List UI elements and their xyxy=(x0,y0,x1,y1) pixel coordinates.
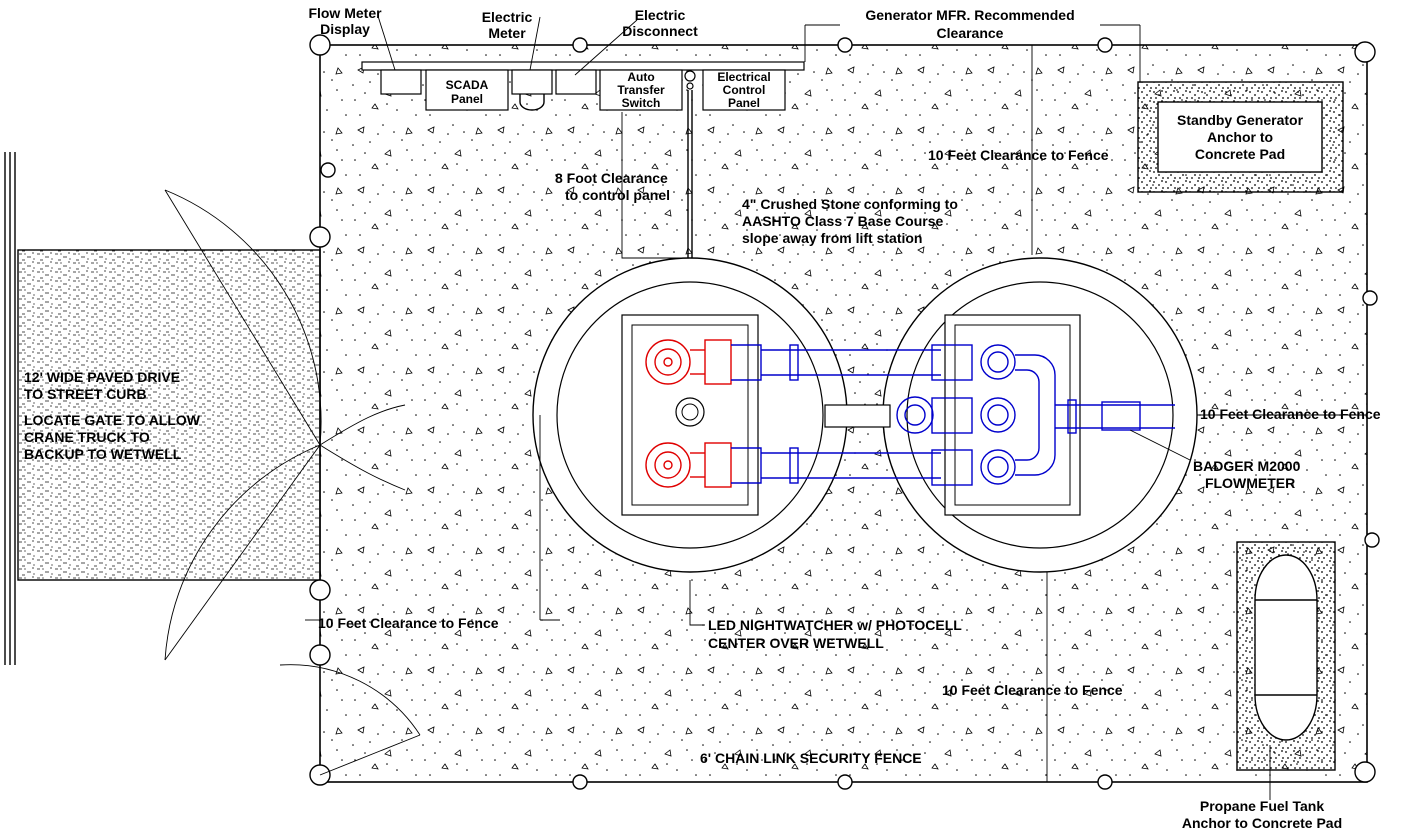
svg-text:Meter: Meter xyxy=(488,25,526,41)
svg-text:CENTER OVER WETWELL: CENTER OVER WETWELL xyxy=(708,635,884,651)
svg-text:Anchor to Concrete Pad: Anchor to Concrete Pad xyxy=(1182,815,1342,831)
electrical-control-panel-box xyxy=(702,69,786,111)
svg-text:Auto: Auto xyxy=(627,70,654,84)
label-led: LED NIGHTWATCHER w/ PHOTOCELL CENTER OVE… xyxy=(708,617,962,651)
svg-text:Anchor to: Anchor to xyxy=(1207,129,1273,145)
svg-text:to control panel: to control panel xyxy=(565,187,670,203)
svg-text:LED NIGHTWATCHER w/ PHOTOCELL: LED NIGHTWATCHER w/ PHOTOCELL xyxy=(708,617,962,633)
svg-text:CRANE TRUCK TO: CRANE TRUCK TO xyxy=(24,429,150,445)
svg-text:Panel: Panel xyxy=(728,96,760,110)
label-clearance-bottom: 10 Feet Clearance to Fence xyxy=(942,682,1123,698)
svg-text:FLOWMETER: FLOWMETER xyxy=(1205,475,1295,491)
label-flow-meter-display: Flow Meter Display xyxy=(308,5,382,37)
valve-vault xyxy=(824,257,1198,573)
label-scada-panel: SCADA Panel xyxy=(446,78,489,106)
svg-text:Clearance: Clearance xyxy=(937,25,1004,41)
svg-text:slope away from lift station: slope away from lift station xyxy=(742,230,922,246)
svg-text:BADGER M2000: BADGER M2000 xyxy=(1193,458,1301,474)
label-clearance-top: 10 Feet Clearance to Fence xyxy=(928,147,1109,163)
label-clearance-left: 10 Feet Clearance to Fence xyxy=(318,615,499,631)
svg-text:12' WIDE PAVED DRIVE: 12' WIDE PAVED DRIVE xyxy=(24,369,180,385)
svg-text:4" Crushed Stone conforming to: 4" Crushed Stone conforming to xyxy=(742,196,958,212)
submersible-pumps xyxy=(645,339,732,488)
svg-text:Generator MFR. Recommended: Generator MFR. Recommended xyxy=(865,7,1074,23)
label-propane: Propane Fuel Tank Anchor to Concrete Pad xyxy=(1182,798,1342,831)
label-electric-disconnect: Electric Disconnect xyxy=(622,7,698,39)
label-clearance-right: 10 Feet Clearance to Fence xyxy=(1200,406,1381,422)
label-badger: BADGER M2000 FLOWMETER xyxy=(1193,458,1301,491)
dimension-lines xyxy=(305,15,1367,800)
svg-text:Propane Fuel Tank: Propane Fuel Tank xyxy=(1200,798,1324,814)
scada-panel-box xyxy=(425,69,509,111)
label-foot-clearance: 8 Foot Clearance to control panel xyxy=(555,170,670,203)
label-paved-drive: 12' WIDE PAVED DRIVE TO STREET CURB xyxy=(24,369,180,402)
label-electric-meter: Electric Meter xyxy=(482,9,533,41)
standby-generator-pad xyxy=(1137,81,1344,193)
label-standby-generator: Standby Generator Anchor to Concrete Pad xyxy=(1177,112,1304,162)
discharge-piping xyxy=(731,344,1175,486)
label-auto-transfer-switch: Auto Transfer Switch xyxy=(617,70,665,110)
svg-text:Display: Display xyxy=(320,21,370,37)
svg-text:AASHTO Class 7 Base Course: AASHTO Class 7 Base Course xyxy=(742,213,943,229)
auto-transfer-switch-box xyxy=(599,69,683,111)
label-fence: 6' CHAIN LINK SECURITY FENCE xyxy=(700,750,922,766)
svg-text:Transfer: Transfer xyxy=(617,83,665,97)
svg-text:Flow Meter: Flow Meter xyxy=(308,5,382,21)
svg-text:Electrical: Electrical xyxy=(717,70,770,84)
propane-tank-pad xyxy=(1236,541,1336,771)
svg-text:Control: Control xyxy=(723,83,766,97)
svg-text:LOCATE GATE TO ALLOW: LOCATE GATE TO ALLOW xyxy=(24,412,201,428)
svg-text:Disconnect: Disconnect xyxy=(622,23,698,39)
svg-text:Panel: Panel xyxy=(451,92,483,106)
wet-well xyxy=(532,257,848,573)
paved-drive xyxy=(17,249,321,581)
svg-text:Concrete Pad: Concrete Pad xyxy=(1195,146,1285,162)
label-electrical-control-panel: Electrical Control Panel xyxy=(717,70,770,110)
gate-swing-arcs xyxy=(164,189,421,776)
svg-text:SCADA: SCADA xyxy=(446,78,489,92)
svg-text:Standby Generator: Standby Generator xyxy=(1177,112,1304,128)
label-generator-clearance: Generator MFR. Recommended Clearance xyxy=(865,7,1074,41)
electric-meter-box xyxy=(511,69,553,95)
svg-text:Electric: Electric xyxy=(482,9,533,25)
label-locate-gate: LOCATE GATE TO ALLOW CRANE TRUCK TO BACK… xyxy=(24,412,201,462)
svg-text:Switch: Switch xyxy=(622,96,661,110)
svg-text:BACKUP TO WETWELL: BACKUP TO WETWELL xyxy=(24,446,182,462)
svg-text:Electric: Electric xyxy=(635,7,686,23)
svg-text:TO STREET CURB: TO STREET CURB xyxy=(24,386,147,402)
flow-meter-display-box xyxy=(380,69,422,95)
svg-text:8 Foot Clearance: 8 Foot Clearance xyxy=(555,170,668,186)
street-edge-lines xyxy=(4,152,16,665)
label-crushed-stone: 4" Crushed Stone conforming to AASHTO Cl… xyxy=(742,196,958,246)
